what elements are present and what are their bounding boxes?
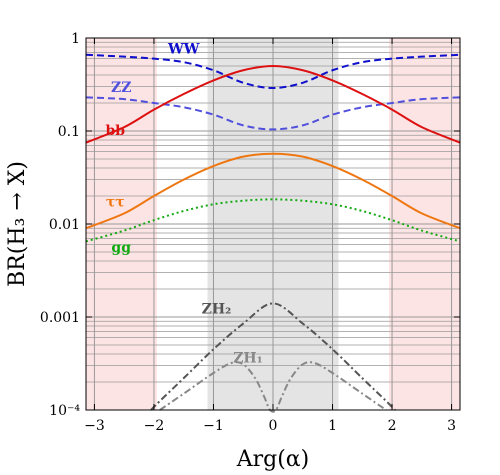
y-tick-label: 0.1	[58, 124, 80, 140]
x-tick-label: −1	[203, 418, 224, 434]
series-label-5: ZH₂	[202, 302, 232, 318]
y-axis-title: BR(H₃ → X)	[5, 161, 30, 287]
series-label-1: ZZ	[111, 80, 131, 96]
series-label-4: gg	[111, 240, 131, 256]
series-label-2: bb	[105, 123, 125, 139]
x-tick-label: −3	[84, 418, 105, 434]
series-line-3	[85, 152, 461, 230]
y-tick-label: 10⁻⁴	[49, 403, 80, 419]
series-label-6: ZH₁	[233, 350, 263, 366]
x-tick-label: 2	[388, 418, 397, 434]
series-line-1	[85, 96, 461, 131]
x-axis-title: Arg(α)	[236, 447, 310, 472]
series-line-5	[150, 302, 396, 411]
series-line-2	[85, 64, 461, 144]
series-line-6	[159, 361, 387, 413]
axis-ticks: −3 −2 −1 0 1 2 3 10⁻⁴ 0.001 0.01 0.1 1	[40, 31, 460, 434]
series-label-0: WW	[167, 42, 200, 58]
series-label-3: ττ	[106, 195, 125, 211]
series-lines	[85, 53, 461, 413]
y-tick-label: 0.001	[40, 310, 80, 326]
x-tick-label: 1	[328, 418, 337, 434]
x-tick-label: 3	[447, 418, 456, 434]
y-tick-label: 0.01	[49, 217, 80, 233]
x-tick-label: 0	[269, 418, 278, 434]
grid-lines	[86, 38, 460, 411]
series-line-4	[85, 198, 461, 243]
series-line-0	[85, 53, 461, 89]
x-tick-label: −2	[144, 418, 165, 434]
y-tick-label: 1	[71, 31, 80, 47]
series-labels: WW ZZ bb ττ gg ZH₂ ZH₁	[105, 42, 262, 367]
